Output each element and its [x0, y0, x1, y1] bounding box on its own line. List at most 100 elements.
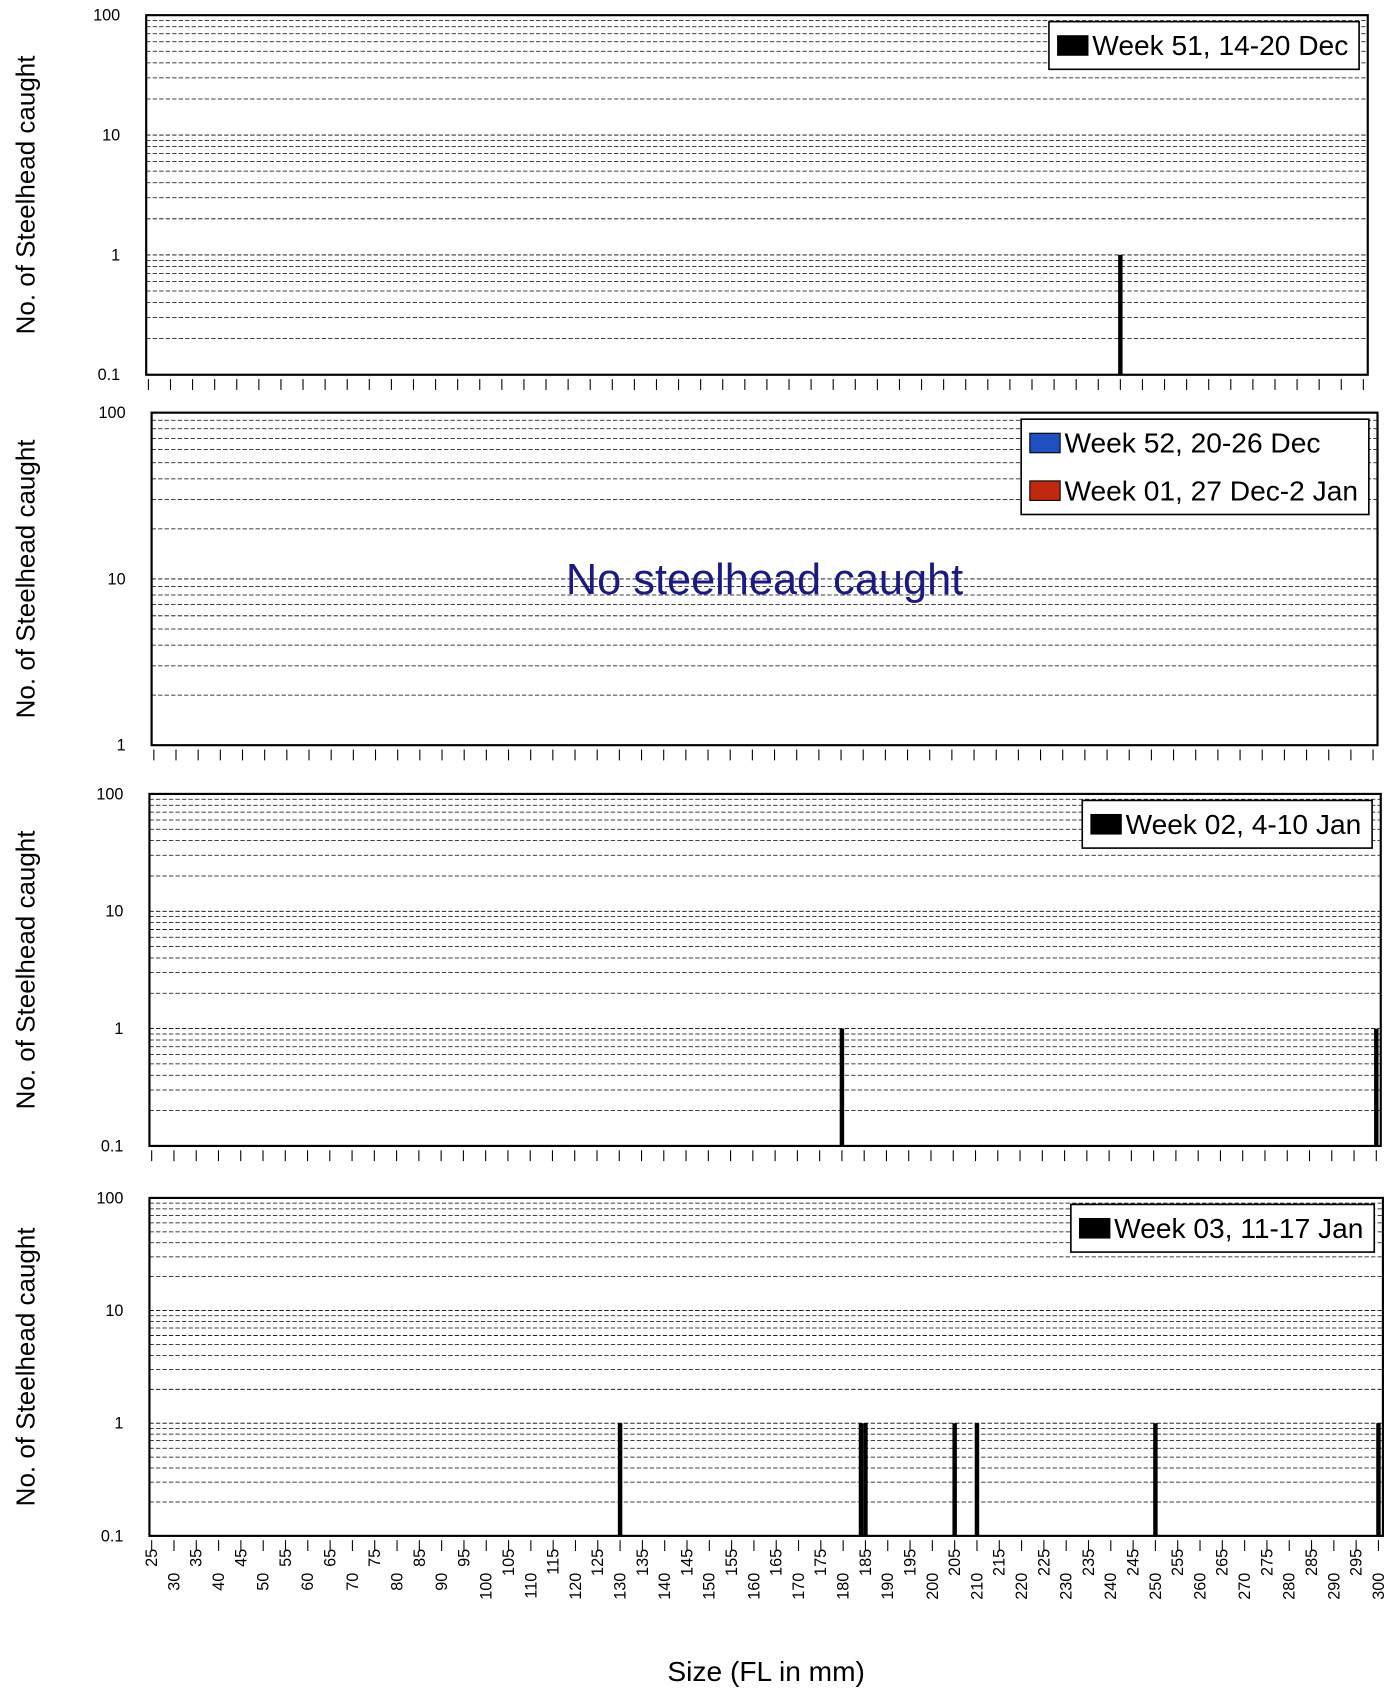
x-tick-label: 290 [1325, 1573, 1343, 1600]
bar [858, 1423, 864, 1536]
legend-swatch [1057, 35, 1089, 56]
plot-frame [148, 1196, 1385, 1537]
x-tick-label: 230 [1058, 1573, 1076, 1600]
y-tick-label: 1 [114, 1020, 123, 1038]
x-tick-label: 60 [299, 1573, 317, 1591]
annotation: No steelhead caught [566, 556, 963, 604]
x-tick-label: 175 [812, 1549, 830, 1576]
x-tick-label: 25 [143, 1549, 161, 1567]
x-tick-label: 235 [1080, 1549, 1098, 1576]
x-tick-label: 85 [411, 1549, 429, 1567]
bar [839, 1028, 845, 1146]
x-tick-label: 115 [545, 1549, 563, 1575]
legend-box [1020, 418, 1370, 516]
x-tick-label: 125 [589, 1549, 607, 1576]
x-tick-label: 255 [1169, 1549, 1187, 1576]
x-tick-label: 170 [790, 1573, 808, 1600]
y-tick-label: 100 [96, 1189, 123, 1207]
y-axis-label: No. of Steelhead caught [11, 439, 41, 719]
x-tick-label: 95 [455, 1549, 473, 1567]
x-tick-label: 250 [1147, 1573, 1165, 1600]
x-tick-label: 220 [1013, 1573, 1031, 1600]
x-tick-label: 265 [1214, 1549, 1232, 1576]
legend-label: Week 01, 27 Dec-2 Jan [1064, 475, 1358, 506]
y-tick-label: 10 [105, 1302, 123, 1320]
bar [863, 1423, 868, 1536]
legend-label: Week 52, 20-26 Dec [1064, 428, 1320, 459]
y-tick-label: 10 [108, 570, 126, 588]
x-tick-label: 40 [210, 1573, 228, 1591]
y-tick-label: 100 [99, 404, 126, 422]
bar [1376, 1423, 1381, 1536]
x-tick-label: 300 [1370, 1573, 1388, 1600]
y-tick-label: 1 [111, 246, 120, 264]
x-tick-label: 190 [879, 1573, 897, 1600]
legend-swatch [1078, 1217, 1111, 1239]
x-tick-label: 135 [634, 1549, 652, 1576]
x-tick-label: 145 [678, 1549, 696, 1576]
x-tick-label: 30 [165, 1573, 183, 1591]
y-tick-label: 1 [117, 737, 126, 755]
x-tick-label: 165 [768, 1549, 786, 1576]
x-tick-label: 240 [1102, 1573, 1120, 1600]
bar [1153, 1423, 1158, 1536]
x-tick-label: 280 [1281, 1573, 1299, 1600]
y-tick-label: 0.1 [98, 366, 121, 384]
y-tick-label: 10 [105, 903, 123, 921]
x-tick-label: 80 [388, 1573, 406, 1591]
x-tick-label: 65 [322, 1549, 340, 1567]
y-axis-label: No. of Steelhead caught [11, 1227, 41, 1507]
x-tick-label: 105 [500, 1549, 518, 1576]
legend-box [1048, 20, 1360, 71]
x-tick-label: 185 [857, 1549, 875, 1576]
legend-swatch [1029, 432, 1061, 454]
x-tick-label: 295 [1348, 1549, 1366, 1576]
x-tick-label: 155 [723, 1549, 741, 1576]
x-tick-label: 55 [277, 1549, 295, 1567]
y-tick-label: 1 [114, 1415, 123, 1433]
plot-frame [150, 411, 1379, 747]
x-tick-label: 160 [745, 1573, 763, 1600]
legend-label: Week 02, 4-10 Jan [1126, 809, 1362, 840]
bar [952, 1423, 957, 1536]
x-tick-label: 70 [344, 1573, 362, 1591]
x-tick-label: 150 [701, 1573, 719, 1600]
x-tick-label: 225 [1035, 1549, 1053, 1576]
x-tick-label: 45 [232, 1549, 250, 1567]
legend-label: Week 51, 14-20 Dec [1092, 30, 1348, 61]
legend: Week 02, 4-10 Jan [1081, 799, 1373, 849]
x-tick-label: 200 [924, 1573, 942, 1600]
x-tick-label: 120 [567, 1573, 585, 1600]
y-tick-label: 0.1 [101, 1137, 124, 1155]
legend-swatch [1090, 813, 1122, 835]
x-tick-label: 245 [1125, 1549, 1143, 1576]
x-tick-label: 275 [1258, 1549, 1276, 1576]
legend: Week 51, 14-20 Dec [1048, 20, 1360, 71]
y-tick-label: 10 [102, 126, 120, 144]
legend-label: Week 03, 11-17 Jan [1114, 1213, 1363, 1244]
legend: Week 03, 11-17 Jan [1070, 1203, 1376, 1253]
x-tick-label: 140 [656, 1573, 674, 1600]
y-tick-label: 100 [93, 7, 120, 25]
bar [617, 1423, 623, 1536]
legend-box [1081, 799, 1373, 849]
x-tick-label: 110 [522, 1573, 540, 1599]
x-tick-label: 90 [433, 1573, 451, 1591]
x-tick-label: 215 [991, 1549, 1009, 1576]
y-tick-label: 100 [96, 785, 123, 803]
x-tick-label: 270 [1236, 1573, 1254, 1600]
x-tick-label: 35 [188, 1549, 206, 1567]
x-tick-label: 130 [612, 1573, 630, 1600]
plot-frame [148, 792, 1382, 1148]
y-axis-label: No. of Steelhead caught [11, 55, 41, 335]
bar [1118, 254, 1123, 375]
legend-box [1070, 1203, 1376, 1253]
x-tick-label: 210 [968, 1573, 986, 1600]
bar [1374, 1028, 1379, 1146]
x-tick-label: 180 [835, 1573, 853, 1600]
legend: Week 52, 20-26 Dec Week 01, 27 Dec-2 Jan [1020, 418, 1370, 516]
x-tick-label: 285 [1303, 1549, 1321, 1576]
x-tick-label: 50 [255, 1573, 273, 1591]
bar [974, 1423, 980, 1536]
